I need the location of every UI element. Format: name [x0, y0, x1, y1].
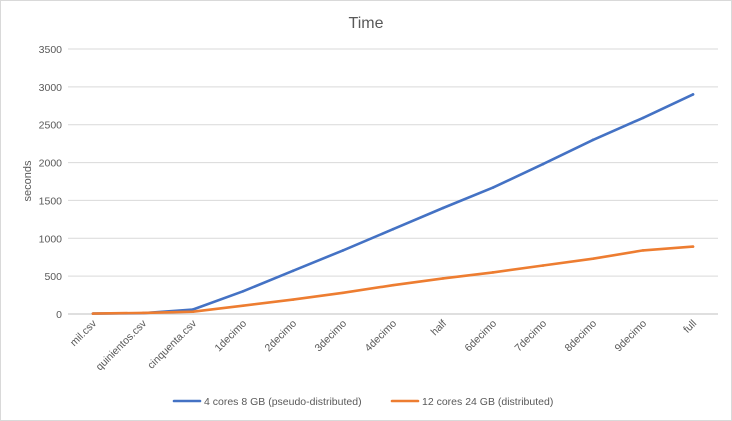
data-point: [541, 162, 545, 166]
series-line-1: [91, 93, 695, 315]
x-tick-label: 9decimo: [613, 318, 650, 355]
y-tick-label: 0: [56, 309, 62, 321]
data-point: [191, 308, 195, 311]
data-point: [441, 277, 445, 280]
legend-label: 12 cores 24 GB (distributed): [422, 396, 553, 408]
legend-label: 4 cores 8 GB (pseudo-distributed): [204, 396, 362, 408]
x-tick-label: 4decimo: [363, 318, 400, 355]
y-tick-label: 2000: [39, 158, 63, 170]
y-axis-label: seconds: [22, 160, 34, 201]
y-tick-label: 500: [44, 271, 62, 283]
data-point: [341, 291, 345, 295]
y-tick-label: 1000: [39, 233, 63, 245]
data-point: [241, 289, 245, 293]
y-tick-label: 3500: [39, 44, 63, 56]
data-point: [241, 304, 245, 307]
data-point: [541, 264, 545, 267]
data-point: [91, 312, 95, 315]
data-point: [691, 93, 695, 96]
data-point: [491, 271, 495, 274]
data-point: [641, 249, 645, 252]
data-point: [141, 311, 145, 315]
x-tick-label: full: [681, 318, 699, 336]
legend: 4 cores 8 GB (pseudo-distributed) 12 core…: [172, 396, 553, 408]
x-tick-label: cinquenta.csv: [145, 317, 199, 371]
x-tick-label: 8decimo: [563, 318, 600, 355]
series-lines: [91, 93, 695, 315]
x-tick-label: 1decimo: [213, 318, 250, 355]
chart-title: Time: [349, 15, 384, 32]
data-point: [291, 269, 295, 273]
data-point: [491, 186, 495, 189]
data-point: [191, 310, 195, 314]
x-tick-label: quinientos.csv: [94, 317, 150, 373]
y-axis-ticks: 0 500 1000 1500 2000 2500 3000 3500: [39, 44, 63, 321]
x-tick-label: 3decimo: [313, 318, 350, 355]
x-tick-label: 7decimo: [513, 318, 550, 355]
x-tick-label: mil.csv: [68, 317, 100, 349]
data-point: [591, 138, 595, 142]
y-tick-label: 2500: [39, 120, 63, 132]
data-point: [441, 206, 445, 210]
data-point: [341, 249, 345, 252]
grid-lines: [68, 48, 718, 315]
data-point: [391, 227, 395, 231]
y-tick-label: 3000: [39, 82, 63, 94]
data-point: [291, 298, 295, 301]
y-tick-label: 1500: [39, 195, 63, 207]
x-tick-label: half: [429, 318, 450, 339]
x-tick-label: 2decimo: [263, 318, 300, 355]
series-line-2: [91, 245, 695, 315]
data-point: [391, 283, 395, 287]
x-tick-label: 6decimo: [463, 318, 500, 355]
data-point: [641, 116, 645, 120]
data-point: [691, 245, 695, 248]
data-point: [591, 257, 595, 261]
